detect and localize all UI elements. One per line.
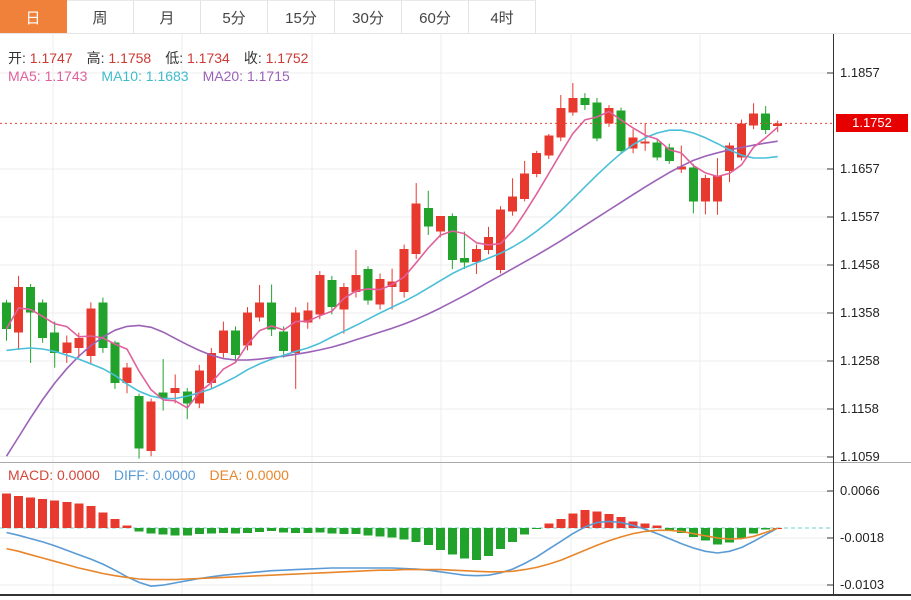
y-axis-label: 1.1857 bbox=[840, 65, 880, 80]
y-axis-label: -0.0103 bbox=[840, 577, 885, 592]
indicator-readout: MACD: 0.0000 bbox=[8, 467, 100, 483]
indicator-readout: MA20: 1.1715 bbox=[202, 68, 290, 84]
ma-header: MA5: 1.1743 MA10: 1.1683 MA20: 1.1715 bbox=[8, 68, 304, 84]
y-axis-label: 0.0066 bbox=[840, 483, 880, 498]
timeframe-tab-7[interactable]: 4时 bbox=[469, 0, 536, 33]
timeframe-tab-6[interactable]: 60分 bbox=[402, 0, 469, 33]
timeframe-tab-3[interactable]: 5分 bbox=[201, 0, 268, 33]
y-axis-label: 1.1358 bbox=[840, 305, 880, 320]
timeframe-tab-4[interactable]: 15分 bbox=[268, 0, 335, 33]
y-axis-label: -0.0018 bbox=[840, 530, 885, 545]
last-price-tag: 1.1752 bbox=[836, 114, 908, 132]
y-axis-label: 1.1258 bbox=[840, 353, 880, 368]
macd-header: MACD: 0.0000 DIFF: 0.0000 DEA: 0.0000 bbox=[8, 467, 303, 483]
y-axis-label: 1.1059 bbox=[840, 449, 880, 464]
timeframe-tab-5[interactable]: 30分 bbox=[335, 0, 402, 33]
indicator-readout: 收: 1.1752 bbox=[243, 50, 309, 66]
timeframe-tab-1[interactable]: 周 bbox=[67, 0, 134, 33]
ohlc-header: 开: 1.1747 高: 1.1758 低: 1.1734 收: 1.1752 bbox=[8, 48, 322, 68]
timeframe-tab-2[interactable]: 月 bbox=[134, 0, 201, 33]
indicator-readout: 开: 1.1747 bbox=[8, 50, 73, 66]
y-axis-label: 1.1557 bbox=[840, 209, 880, 224]
timeframe-tab-0[interactable]: 日 bbox=[0, 0, 67, 33]
indicator-readout: 高: 1.1758 bbox=[86, 50, 152, 66]
y-axis-label: 1.1458 bbox=[840, 257, 880, 272]
indicator-readout: DEA: 0.0000 bbox=[209, 467, 289, 483]
indicator-readout: DIFF: 0.0000 bbox=[113, 467, 196, 483]
indicator-readout: MA10: 1.1683 bbox=[101, 68, 189, 84]
indicator-readout: MA5: 1.1743 bbox=[8, 68, 88, 84]
timeframe-tabbar: 日周月 5分 15分 30分 60分 4时 bbox=[0, 0, 911, 34]
y-axis-label: 1.1657 bbox=[840, 161, 880, 176]
indicator-readout: 低: 1.1734 bbox=[165, 50, 230, 66]
y-axis-label: 1.1158 bbox=[840, 401, 879, 416]
